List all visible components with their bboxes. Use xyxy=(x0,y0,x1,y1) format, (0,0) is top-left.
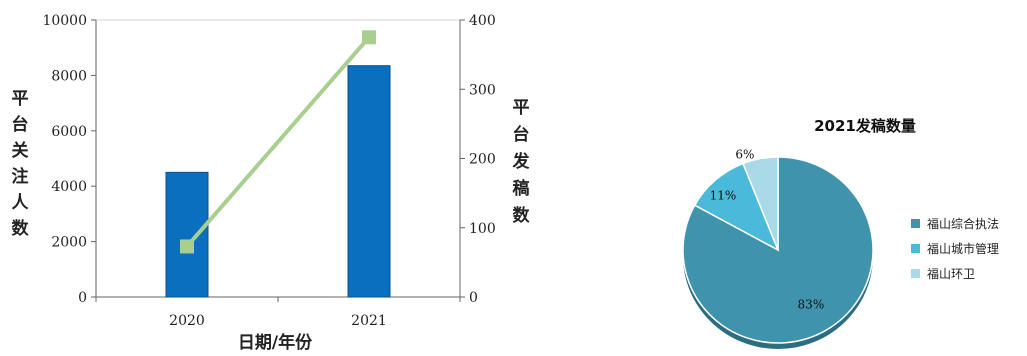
tick-labels: 0 2000 4000 6000 8000 10000 0 100 200 300 400 2020 2… xyxy=(42,13,495,329)
y-right-axis-title: 平台发稿数 xyxy=(512,98,531,226)
y-left-axis-title: 平台关注人数 xyxy=(12,89,30,239)
pie-slice xyxy=(742,156,779,251)
y-left-tick-label: 10000 xyxy=(42,13,87,29)
line-marker xyxy=(362,30,376,45)
legend-swatch xyxy=(911,244,920,253)
y-left-tick-label: 8000 xyxy=(51,68,87,84)
axes xyxy=(91,19,465,302)
legend-label: 福山城市管理 xyxy=(927,241,999,256)
line-series xyxy=(180,30,376,254)
legend-swatch xyxy=(911,269,920,278)
x-axis-title: 日期/年份 xyxy=(238,332,313,353)
legend-label: 福山综合执法 xyxy=(927,216,999,231)
y-left-tick-label: 6000 xyxy=(51,124,87,140)
pie-slice xyxy=(693,162,780,252)
x-tick-label: 2021 xyxy=(351,313,387,329)
pie-title: 2021发稿数量 xyxy=(814,117,916,135)
combo-chart: 0 2000 4000 6000 8000 10000 0 100 200 300 400 2020 2… xyxy=(12,13,531,353)
legend-label: 福山环卫 xyxy=(927,266,975,281)
x-tick-label: 2020 xyxy=(169,313,205,329)
line-path xyxy=(185,35,371,248)
y-right-tick-label: 300 xyxy=(469,82,496,98)
y-left-tick-label: 0 xyxy=(78,290,87,306)
y-right-tick-label: 0 xyxy=(469,290,478,306)
y-right-tick-label: 400 xyxy=(469,13,496,29)
pie-value-label: 83% xyxy=(798,297,825,311)
pie-value-labels: 83% 11% 6% xyxy=(710,147,825,311)
pie-slices xyxy=(682,156,874,349)
pie-value-label: 6% xyxy=(735,147,754,161)
y-right-tick-label: 100 xyxy=(469,221,496,237)
bar-series xyxy=(165,65,391,298)
bar xyxy=(347,65,391,298)
y-left-tick-label: 2000 xyxy=(51,235,87,251)
legend-swatch xyxy=(911,219,920,228)
line-marker xyxy=(180,239,194,254)
pie-value-label: 11% xyxy=(710,189,737,203)
plot-area xyxy=(95,19,461,298)
bar xyxy=(165,171,209,298)
y-right-tick-label: 200 xyxy=(469,152,496,168)
y-left-tick-label: 4000 xyxy=(51,179,87,195)
